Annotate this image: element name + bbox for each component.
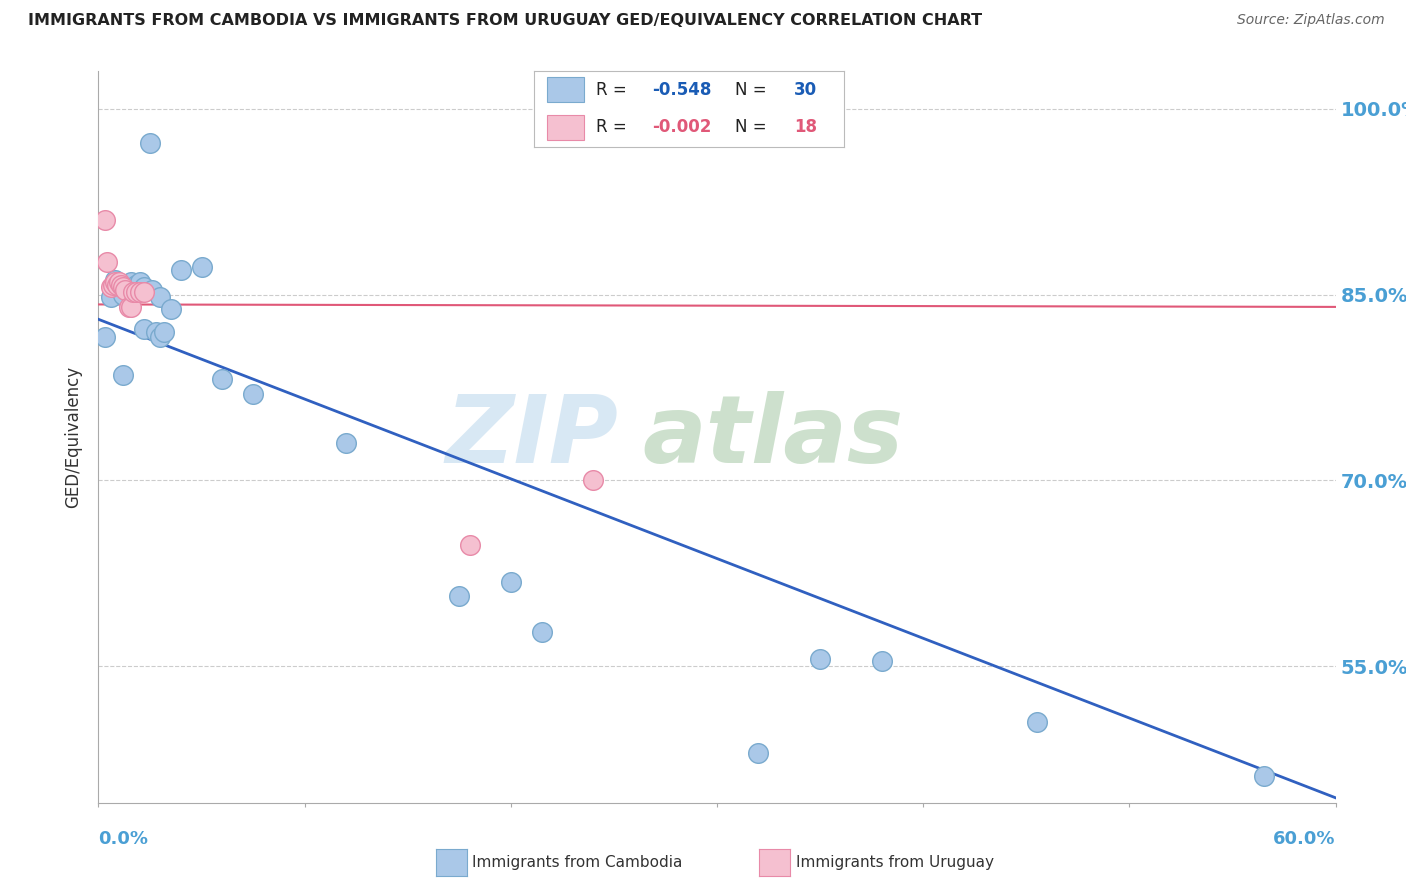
Text: -0.548: -0.548 (652, 80, 711, 98)
Text: IMMIGRANTS FROM CAMBODIA VS IMMIGRANTS FROM URUGUAY GED/EQUIVALENCY CORRELATION : IMMIGRANTS FROM CAMBODIA VS IMMIGRANTS F… (28, 13, 983, 29)
Text: R =: R = (596, 119, 633, 136)
Text: 0.0%: 0.0% (98, 830, 149, 848)
Point (132, 280, 155, 294)
Text: Immigrants from Uruguay: Immigrants from Uruguay (796, 855, 994, 870)
Point (153, 325, 176, 339)
Text: Immigrants from Cambodia: Immigrants from Cambodia (472, 855, 683, 870)
Text: 18: 18 (794, 119, 817, 136)
Point (139, 136, 162, 151)
Point (101, 277, 124, 292)
Text: Source: ZipAtlas.com: Source: ZipAtlas.com (1237, 13, 1385, 28)
Point (242, 386, 264, 401)
Point (96, 255, 118, 269)
Point (141, 283, 163, 297)
Point (128, 275, 150, 289)
Point (114, 283, 136, 297)
Point (808, 652, 831, 666)
Point (747, 746, 769, 760)
Bar (547, 115, 583, 140)
Point (159, 302, 181, 317)
Point (145, 325, 167, 339)
Point (870, 655, 893, 669)
Bar (547, 78, 583, 102)
Point (93, 213, 115, 227)
Point (124, 277, 146, 292)
Point (132, 285, 155, 299)
Point (112, 287, 135, 301)
Point (118, 300, 141, 314)
Point (149, 290, 172, 304)
Point (122, 285, 145, 299)
Point (100, 290, 122, 304)
Point (120, 300, 142, 314)
Point (582, 474, 605, 488)
Point (120, 275, 142, 289)
Point (458, 538, 481, 552)
Point (128, 285, 150, 299)
Point (104, 272, 127, 286)
Text: atlas: atlas (643, 391, 904, 483)
Point (530, 624, 553, 639)
Point (132, 322, 155, 336)
Point (170, 262, 193, 277)
Point (335, 436, 357, 450)
Point (124, 285, 146, 299)
Point (499, 575, 522, 590)
Text: 30: 30 (794, 80, 817, 98)
Text: N =: N = (735, 119, 772, 136)
Point (108, 275, 131, 289)
Text: R =: R = (596, 80, 633, 98)
Point (100, 280, 122, 294)
Point (1025, 715, 1047, 730)
Point (190, 260, 212, 275)
Text: 60.0%: 60.0% (1274, 830, 1336, 848)
Point (1253, 768, 1275, 782)
Point (211, 372, 233, 386)
Text: -0.002: -0.002 (652, 119, 711, 136)
Point (105, 277, 128, 292)
Point (104, 275, 127, 289)
Text: ZIP: ZIP (446, 391, 619, 483)
Point (149, 329, 172, 343)
Y-axis label: GED/Equivalency: GED/Equivalency (65, 366, 83, 508)
Point (449, 589, 471, 603)
Point (110, 277, 132, 292)
Point (93, 329, 115, 343)
Text: N =: N = (735, 80, 772, 98)
Point (112, 368, 135, 383)
Point (112, 280, 135, 294)
